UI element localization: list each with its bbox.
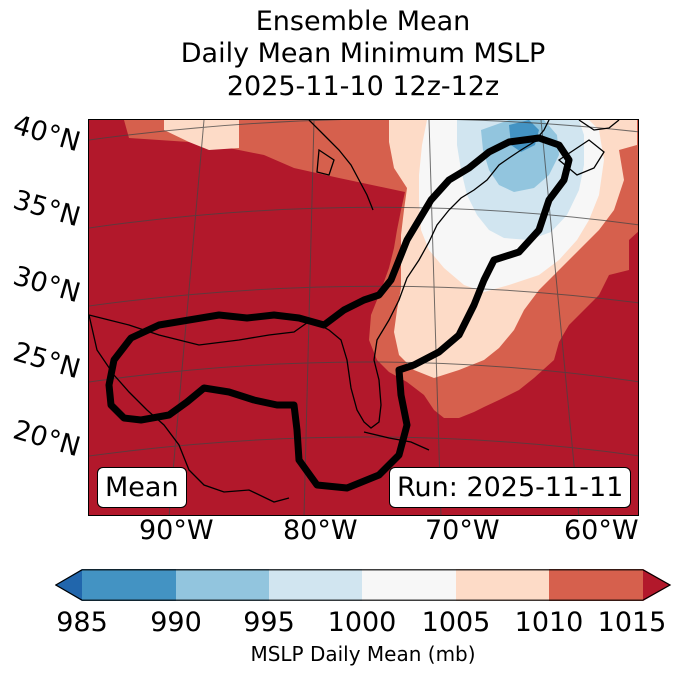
lat-label-30: 30°N bbox=[9, 260, 84, 310]
map-date: 2025-11-10 12z-12z bbox=[226, 71, 500, 102]
mean-label-box: Mean bbox=[97, 467, 187, 508]
colorbar-bin-1005 bbox=[456, 569, 549, 601]
lon-label-70w: 70°W bbox=[425, 515, 500, 546]
lat-label-40: 40°N bbox=[9, 109, 84, 159]
colorbar-tick-1005: 1005 bbox=[421, 607, 491, 638]
colorbar-tick-995: 995 bbox=[243, 607, 295, 638]
map-panel bbox=[88, 119, 639, 516]
lat-label-25: 25°N bbox=[9, 336, 84, 386]
lon-label-60w: 60°W bbox=[564, 515, 639, 546]
colorbar-tick-985: 985 bbox=[56, 607, 108, 638]
lat-label-20: 20°N bbox=[9, 414, 84, 464]
colorbar-tick-1015: 1015 bbox=[597, 607, 667, 638]
ensemble-contour bbox=[105, 134, 573, 492]
graticule bbox=[89, 120, 638, 515]
colorbar-tick-1000: 1000 bbox=[327, 607, 397, 638]
mslp-map bbox=[89, 120, 638, 515]
lon-label-80w: 80°W bbox=[283, 515, 358, 546]
map-subtitle: Daily Mean Minimum MSLP bbox=[180, 38, 546, 69]
map-title: Ensemble Mean bbox=[255, 6, 471, 37]
colorbar-label: MSLP Daily Mean (mb) bbox=[250, 642, 476, 666]
run-date-box: Run: 2025-11-11 bbox=[389, 467, 632, 508]
colorbar-bin-990 bbox=[176, 569, 269, 601]
colorbar-bin-1010 bbox=[549, 569, 643, 601]
colorbar-tick-990: 990 bbox=[150, 607, 202, 638]
lon-label-90w: 90°W bbox=[139, 515, 214, 546]
colorbar-extend-high bbox=[643, 569, 671, 601]
colorbar-bin-985 bbox=[82, 569, 176, 601]
coastline bbox=[89, 120, 620, 503]
colorbar bbox=[55, 569, 672, 601]
colorbar-tick-1010: 1010 bbox=[514, 607, 584, 638]
lat-label-35: 35°N bbox=[9, 184, 84, 234]
colorbar-bin-995 bbox=[269, 569, 362, 601]
colorbar-bin-1000 bbox=[362, 569, 456, 601]
colorbar-extend-low bbox=[55, 569, 82, 601]
